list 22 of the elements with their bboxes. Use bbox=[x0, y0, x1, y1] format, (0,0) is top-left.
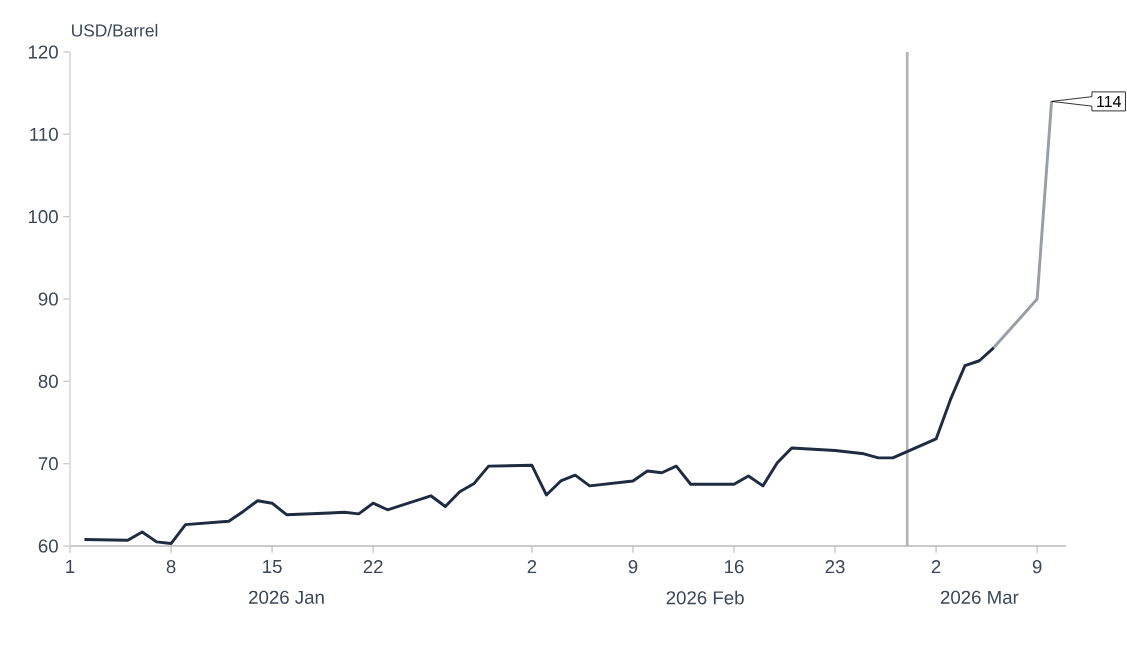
x-tick-label: 2 bbox=[931, 560, 941, 574]
y-tick-label: 100 bbox=[28, 210, 58, 224]
x-tick-label: 22 bbox=[363, 560, 383, 574]
annotation: 114 bbox=[1097, 95, 1121, 107]
x-tick-label: 15 bbox=[263, 560, 282, 574]
x2-tick-label: 2026 Jan bbox=[249, 590, 324, 604]
x-tick-label: 9 bbox=[1032, 560, 1042, 574]
y-tick-label: 90 bbox=[38, 292, 58, 306]
x-tick-label: 23 bbox=[825, 560, 845, 574]
x-tick-label: 1 bbox=[66, 560, 75, 573]
x-tick-label: 8 bbox=[166, 560, 176, 574]
x-tick-label: 9 bbox=[628, 560, 638, 574]
y-tick-label: 60 bbox=[38, 539, 58, 553]
x-tick-label: 2 bbox=[527, 560, 537, 574]
y-axis-title: USD/Barrel bbox=[72, 23, 158, 37]
x-tick-label: 16 bbox=[725, 560, 744, 574]
y-tick-label: 110 bbox=[30, 127, 58, 141]
x2-tick-label: 2026 Feb bbox=[666, 590, 744, 605]
y-tick-label: 80 bbox=[38, 374, 58, 388]
y-tick-label: 70 bbox=[38, 457, 58, 471]
y-tick-label: 120 bbox=[28, 45, 58, 59]
x2-tick-label: 2026 Mar bbox=[940, 590, 1019, 604]
